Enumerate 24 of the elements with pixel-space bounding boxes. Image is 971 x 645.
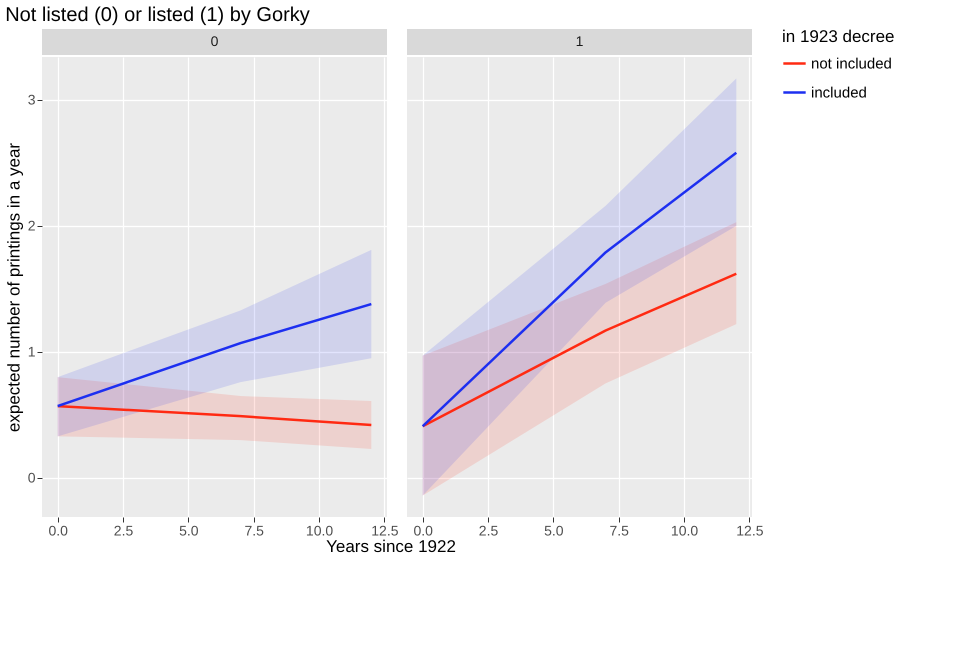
y-axis-title: expected number of printings in a year (4, 142, 24, 432)
y-tick-label: 3 (28, 91, 36, 108)
y-tick-label: 2 (28, 217, 36, 234)
x-tick-label: 0.0 (413, 522, 434, 538)
y-tick-label: 0 (28, 469, 36, 486)
x-tick-label: 5.0 (179, 522, 199, 538)
legend-label: not included (811, 56, 892, 72)
x-tick-label: 2.5 (114, 522, 134, 538)
x-tick-label: 12.5 (371, 522, 399, 538)
x-tick-label: 10.0 (670, 522, 698, 538)
legend-title: in 1923 decree (782, 27, 894, 46)
y-tick-label: 1 (28, 343, 36, 360)
x-tick-label: 12.5 (736, 522, 764, 538)
x-tick-label: 5.0 (544, 522, 564, 538)
x-tick-label: 10.0 (306, 522, 334, 538)
x-tick-label: 2.5 (478, 522, 498, 538)
x-tick-label: 0.0 (48, 522, 68, 538)
x-axis-title: Years since 1922 (326, 537, 456, 556)
x-tick-label: 7.5 (244, 522, 264, 538)
chart-subtitle: 0 (210, 33, 219, 49)
x-tick-label: 7.5 (609, 522, 630, 538)
chart-subtitle: 1 (576, 33, 584, 49)
chart-title: Not listed (0) or listed (1) by Gorky (5, 4, 310, 26)
legend-label: included (811, 84, 867, 102)
